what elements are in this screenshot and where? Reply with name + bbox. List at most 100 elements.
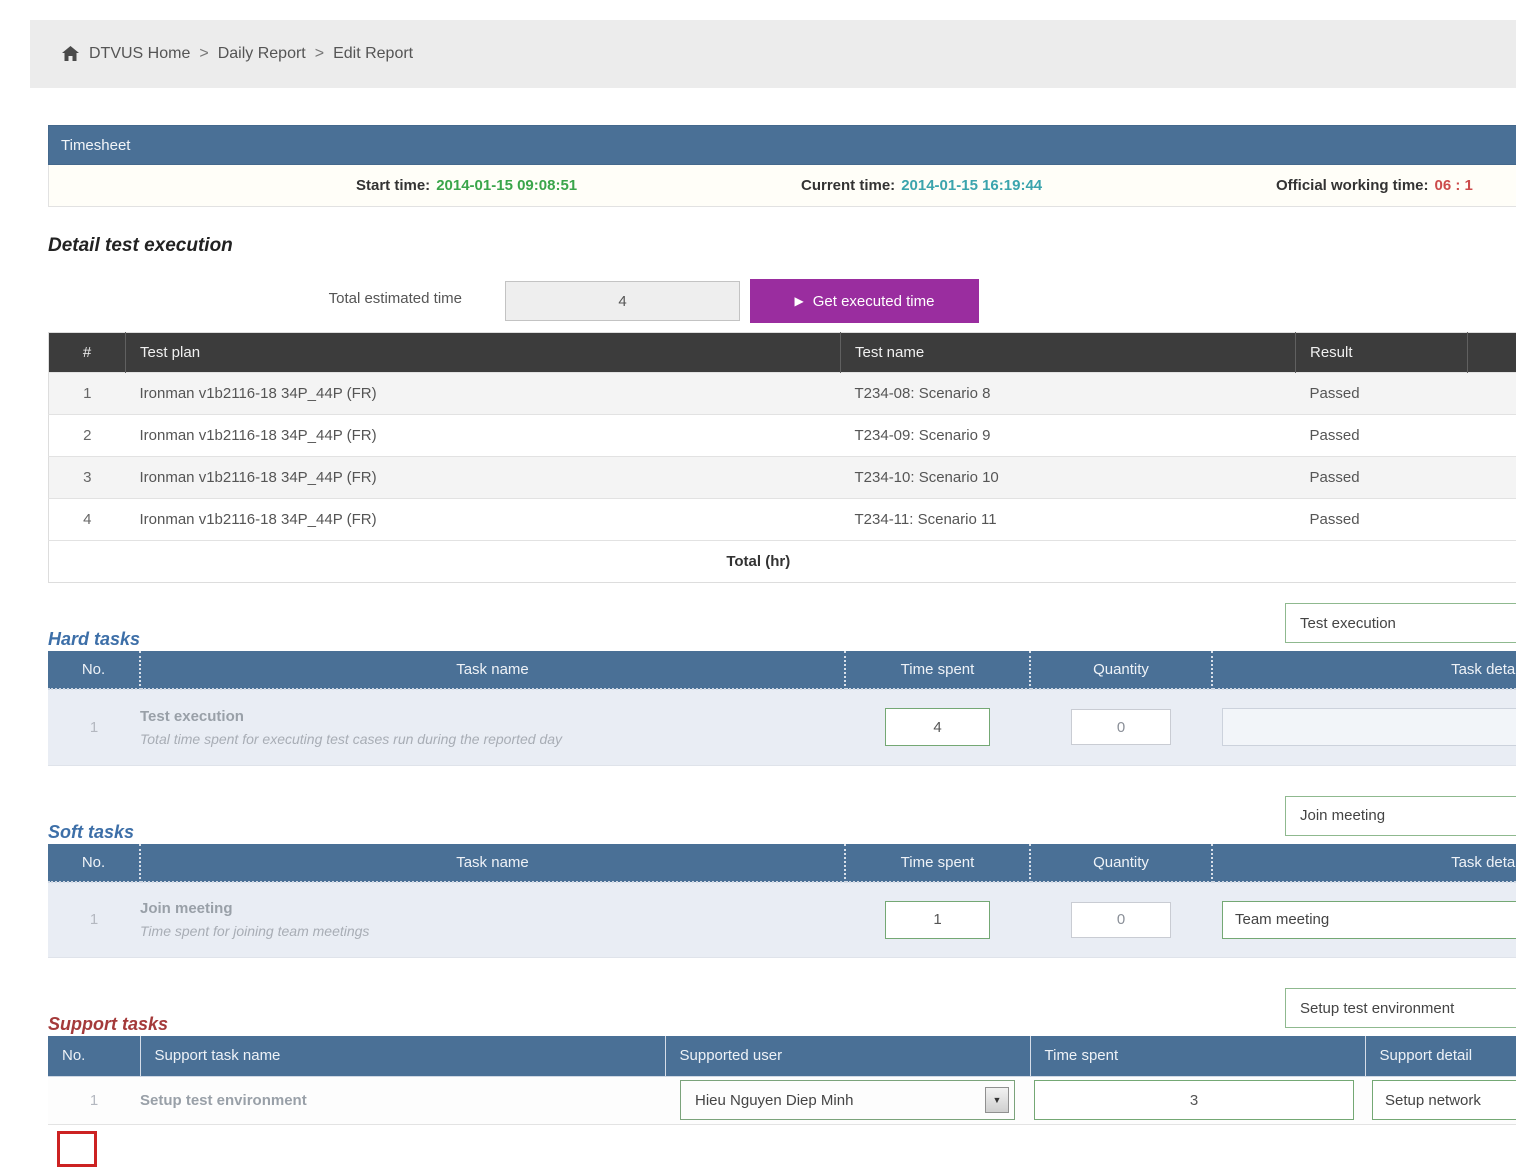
test-plan-cell: Ironman v1b2116-18 34P_44P (FR)	[126, 415, 841, 457]
timesheet-times-row: Start time: 2014-01-15 09:08:51 Current …	[48, 165, 1516, 207]
supported-user-value: Hieu Nguyen Diep Minh	[695, 1092, 853, 1109]
timesheet-title: Timesheet	[61, 137, 130, 154]
quantity-input[interactable]	[1071, 709, 1171, 745]
row-number: 1	[49, 373, 126, 415]
support-task-name-cell: Setup test environment	[140, 1076, 665, 1124]
result-cell: Passed	[1296, 499, 1468, 541]
column-header-supported-user: Supported user	[665, 1036, 1030, 1076]
column-header-quantity: Quantity	[1030, 651, 1212, 689]
test-execution-table-header: # Test plan Test name Result	[49, 333, 1516, 373]
column-header-number: #	[49, 333, 126, 373]
column-header-time-spent: Time spent	[1030, 1036, 1365, 1076]
test-name-cell: T234-10: Scenario 10	[841, 457, 1296, 499]
extra-cell	[1468, 373, 1516, 415]
row-number: 2	[49, 415, 126, 457]
timesheet-header: Timesheet	[48, 125, 1516, 165]
supported-user-cell: Hieu Nguyen Diep Minh ▼	[665, 1076, 1030, 1124]
breadcrumb-item-home[interactable]: DTVUS Home	[89, 45, 190, 63]
row-number: 1	[48, 689, 140, 765]
support-detail-input[interactable]	[1372, 1080, 1516, 1120]
column-header-quantity: Quantity	[1030, 844, 1212, 882]
test-row: 3 Ironman v1b2116-18 34P_44P (FR) T234-1…	[49, 457, 1516, 499]
column-header-task-name: Task name	[140, 651, 845, 689]
column-header-support-detail: Support detail	[1365, 1036, 1516, 1076]
breadcrumb-separator-icon: >	[315, 45, 324, 63]
hard-tasks-header: No. Task name Time spent Quantity Task d…	[48, 651, 1516, 689]
quantity-cell	[1030, 689, 1212, 765]
column-header-no: No.	[48, 844, 140, 882]
start-time-label: Start time:	[356, 177, 430, 194]
extra-cell	[1468, 499, 1516, 541]
result-cell: Passed	[1296, 373, 1468, 415]
page: DTVUS Home > Daily Report > Edit Report …	[0, 20, 1516, 1167]
start-time-value: 2014-01-15 09:08:51	[436, 177, 577, 194]
hard-task-row: 1 Test execution Total time spent for ex…	[48, 689, 1516, 765]
soft-tasks-table: No. Task name Time spent Quantity Task d…	[48, 844, 1516, 959]
home-icon	[62, 46, 79, 62]
test-name-cell: T234-11: Scenario 11	[841, 499, 1296, 541]
current-time: Current time: 2014-01-15 16:19:44	[801, 165, 1042, 206]
task-title: Test execution	[140, 708, 845, 725]
breadcrumb-item-daily-report[interactable]: Daily Report	[218, 45, 306, 63]
test-row: 1 Ironman v1b2116-18 34P_44P (FR) T234-0…	[49, 373, 1516, 415]
breadcrumb-item-edit-report[interactable]: Edit Report	[333, 45, 413, 63]
support-tasks-table: No. Support task name Supported user Tim…	[48, 1036, 1516, 1125]
row-number: 4	[49, 499, 126, 541]
supported-user-select[interactable]: Hieu Nguyen Diep Minh ▼	[680, 1080, 1015, 1120]
task-name-cell: Test execution Total time spent for exec…	[140, 689, 845, 765]
support-tasks-section-head: Support tasks Setup test environment	[48, 988, 1516, 1036]
test-plan-cell: Ironman v1b2116-18 34P_44P (FR)	[126, 499, 841, 541]
test-name-cell: T234-08: Scenario 8	[841, 373, 1296, 415]
total-hr-value-cell	[1468, 541, 1516, 583]
support-time-spent-input[interactable]	[1034, 1080, 1354, 1120]
column-header-test-plan: Test plan	[126, 333, 841, 373]
column-header-test-name: Test name	[841, 333, 1296, 373]
column-header-support-task-name: Support task name	[140, 1036, 665, 1076]
time-spent-input[interactable]	[885, 708, 990, 746]
column-header-time-spent: Time spent	[845, 651, 1030, 689]
row-number: 1	[48, 1076, 140, 1124]
soft-tasks-heading: Soft tasks	[48, 822, 134, 843]
task-detail-input[interactable]	[1222, 708, 1516, 746]
task-detail-input[interactable]	[1222, 901, 1516, 939]
test-execution-table: # Test plan Test name Result 1 Ironman v…	[48, 332, 1516, 583]
hard-tasks-section-head: Hard tasks Test execution	[48, 603, 1516, 651]
quantity-cell	[1030, 882, 1212, 958]
total-estimated-time-input[interactable]	[505, 281, 740, 321]
support-tasks-header: No. Support task name Supported user Tim…	[48, 1036, 1516, 1076]
official-working-time-value: 06 : 1	[1435, 177, 1473, 194]
test-plan-cell: Ironman v1b2116-18 34P_44P (FR)	[126, 373, 841, 415]
hard-task-select[interactable]: Test execution	[1285, 603, 1516, 643]
column-header-task-detail: Task detail	[1212, 844, 1516, 882]
result-cell: Passed	[1296, 457, 1468, 499]
highlighted-add-row-box[interactable]	[57, 1131, 97, 1167]
support-tasks-heading: Support tasks	[48, 1014, 168, 1035]
soft-task-select[interactable]: Join meeting	[1285, 796, 1516, 836]
time-spent-input[interactable]	[885, 901, 990, 939]
time-spent-cell	[845, 689, 1030, 765]
test-plan-cell: Ironman v1b2116-18 34P_44P (FR)	[126, 457, 841, 499]
extra-cell	[1468, 415, 1516, 457]
task-description: Time spent for joining team meetings	[140, 923, 845, 939]
support-task-select[interactable]: Setup test environment	[1285, 988, 1516, 1028]
execution-controls: Total estimated time ▶ Get executed time	[48, 279, 1516, 323]
breadcrumb-separator-icon: >	[199, 45, 208, 63]
get-executed-time-label: Get executed time	[813, 293, 935, 310]
hard-tasks-table: No. Task name Time spent Quantity Task d…	[48, 651, 1516, 766]
get-executed-time-button[interactable]: ▶ Get executed time	[750, 279, 979, 323]
official-working-time: Official working time: 06 : 1	[1276, 165, 1473, 206]
current-time-label: Current time:	[801, 177, 895, 194]
time-spent-cell	[1030, 1076, 1365, 1124]
total-estimated-time-label: Total estimated time	[48, 290, 462, 307]
breadcrumb: DTVUS Home > Daily Report > Edit Report	[30, 20, 1516, 88]
time-spent-cell	[845, 882, 1030, 958]
test-name-cell: T234-09: Scenario 9	[841, 415, 1296, 457]
column-header-extra	[1468, 333, 1516, 373]
task-description: Total time spent for executing test case…	[140, 731, 845, 747]
dropdown-arrow-icon: ▼	[985, 1087, 1009, 1113]
play-icon: ▶	[795, 294, 804, 308]
quantity-input[interactable]	[1071, 902, 1171, 938]
official-working-time-label: Official working time:	[1276, 177, 1429, 194]
task-title: Join meeting	[140, 900, 845, 917]
column-header-no: No.	[48, 1036, 140, 1076]
